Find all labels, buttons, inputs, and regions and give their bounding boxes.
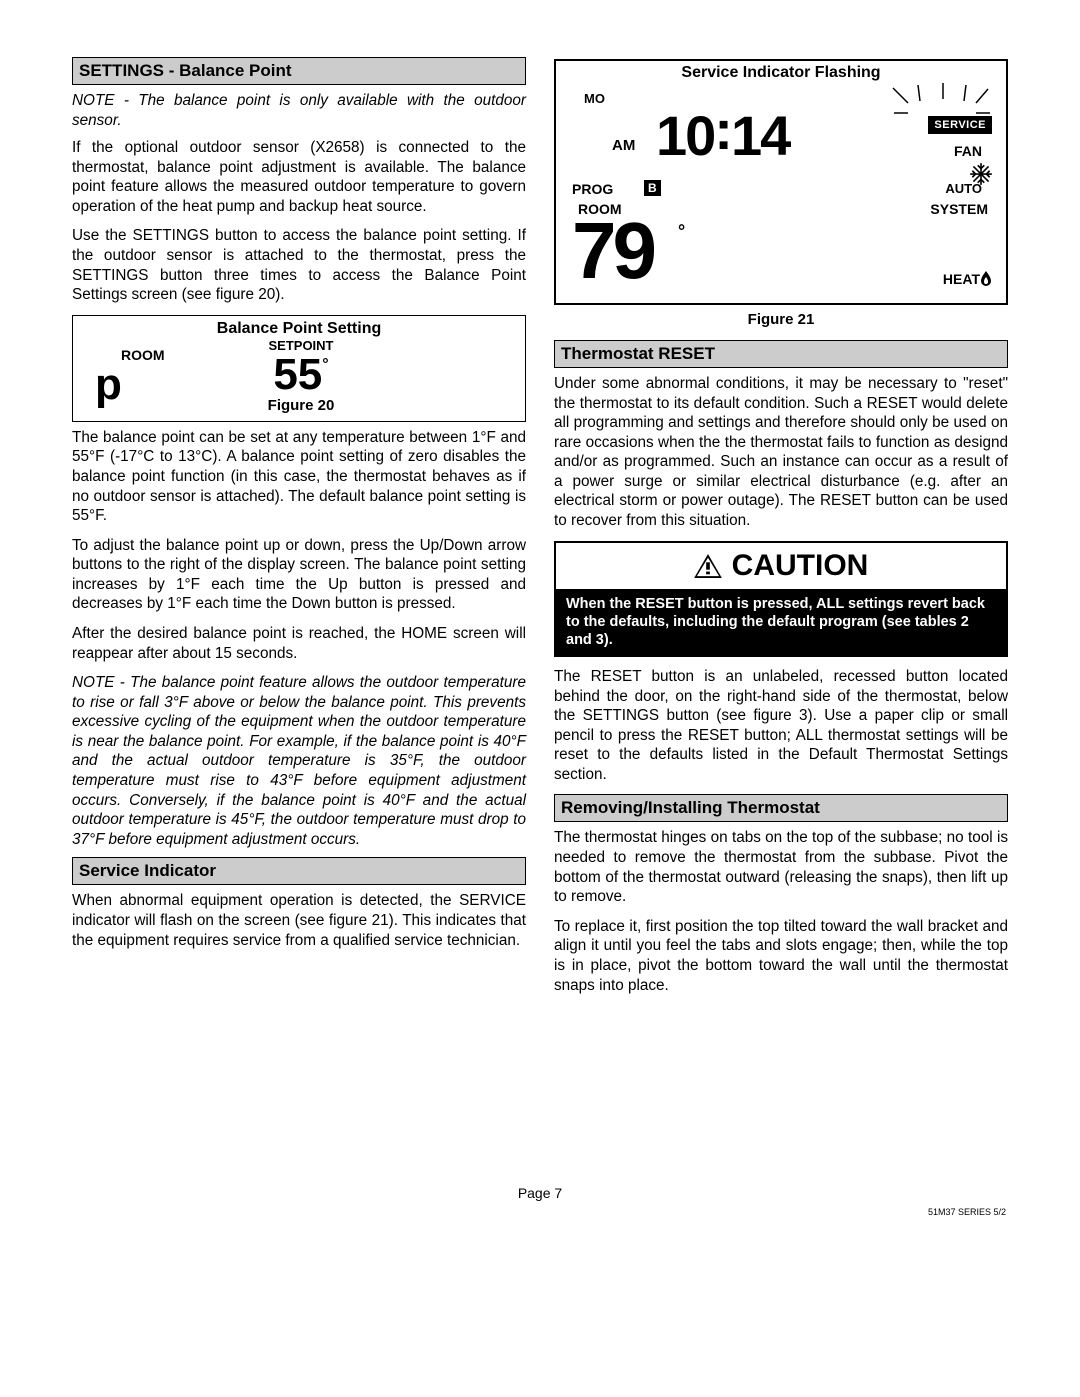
display-service-badge: SERVICE <box>928 116 992 134</box>
heading-removing-installing: Removing/Installing Thermostat <box>554 794 1008 822</box>
heading-settings-balance-point: SETTINGS - Balance Point <box>72 57 526 85</box>
fig20-temperature: 55° <box>273 353 328 397</box>
flame-icon <box>980 271 992 290</box>
display-prog-label: PROG <box>572 181 613 197</box>
display-heat-label: HEAT <box>943 271 980 287</box>
figure-21-caption: Figure 21 <box>554 311 1008 328</box>
figure-20: Balance Point Setting ROOM p SETPOINT 55… <box>72 315 526 422</box>
figure-20-title: Balance Point Setting <box>73 316 525 338</box>
paragraph: The RESET button is an unlabeled, recess… <box>554 667 1008 784</box>
fig20-room-label: ROOM <box>121 347 229 363</box>
fig20-p-icon: p <box>95 363 229 407</box>
note-balance-point-hysteresis: NOTE - The balance point feature allows … <box>72 673 526 849</box>
right-column: Service Indicator Flashing MO AM 10:14 P… <box>554 55 1008 1005</box>
display-am-indicator: AM <box>612 137 635 154</box>
paragraph: If the optional outdoor sensor (X2658) i… <box>72 138 526 216</box>
warning-triangle-icon <box>694 554 722 578</box>
page-number: Page 7 <box>72 1185 1008 1201</box>
paragraph: Use the SETTINGS button to access the ba… <box>72 226 526 304</box>
paragraph: When abnormal equipment operation is det… <box>72 891 526 950</box>
display-auto-label: AUTO <box>945 181 982 196</box>
note-outdoor-sensor: NOTE - The balance point is only availab… <box>72 91 526 130</box>
paragraph: To adjust the balance point up or down, … <box>72 536 526 614</box>
caution-title: CAUTION <box>732 549 869 583</box>
degree-icon: ° <box>678 221 685 242</box>
caution-box: CAUTION When the RESET button is pressed… <box>554 541 1008 657</box>
display-b-badge: B <box>644 180 661 196</box>
paragraph: The balance point can be set at any temp… <box>72 428 526 526</box>
heading-thermostat-reset: Thermostat RESET <box>554 340 1008 368</box>
display-fan-label: FAN <box>954 143 982 159</box>
figure-21-title: Service Indicator Flashing <box>556 61 1006 83</box>
paragraph: To replace it, first position the top ti… <box>554 917 1008 995</box>
caution-body-text: When the RESET button is pressed, ALL se… <box>556 589 1006 655</box>
display-system-label: SYSTEM <box>930 201 988 217</box>
figure-21-display: Service Indicator Flashing MO AM 10:14 P… <box>554 59 1008 305</box>
display-time: 10:14 <box>656 103 789 168</box>
paragraph: Under some abnormal conditions, it may b… <box>554 374 1008 531</box>
display-temperature: 79 <box>572 211 653 291</box>
left-column: SETTINGS - Balance Point NOTE - The bala… <box>72 55 526 1005</box>
display-day-mo: MO <box>584 91 605 106</box>
heading-service-indicator: Service Indicator <box>72 857 526 885</box>
document-number: 51M37 SERIES 5/2 <box>928 1207 1006 1217</box>
paragraph: After the desired balance point is reach… <box>72 624 526 663</box>
paragraph: The thermostat hinges on tabs on the top… <box>554 828 1008 906</box>
figure-20-caption: Figure 20 <box>229 397 373 417</box>
page: SETTINGS - Balance Point NOTE - The bala… <box>0 0 1080 1251</box>
